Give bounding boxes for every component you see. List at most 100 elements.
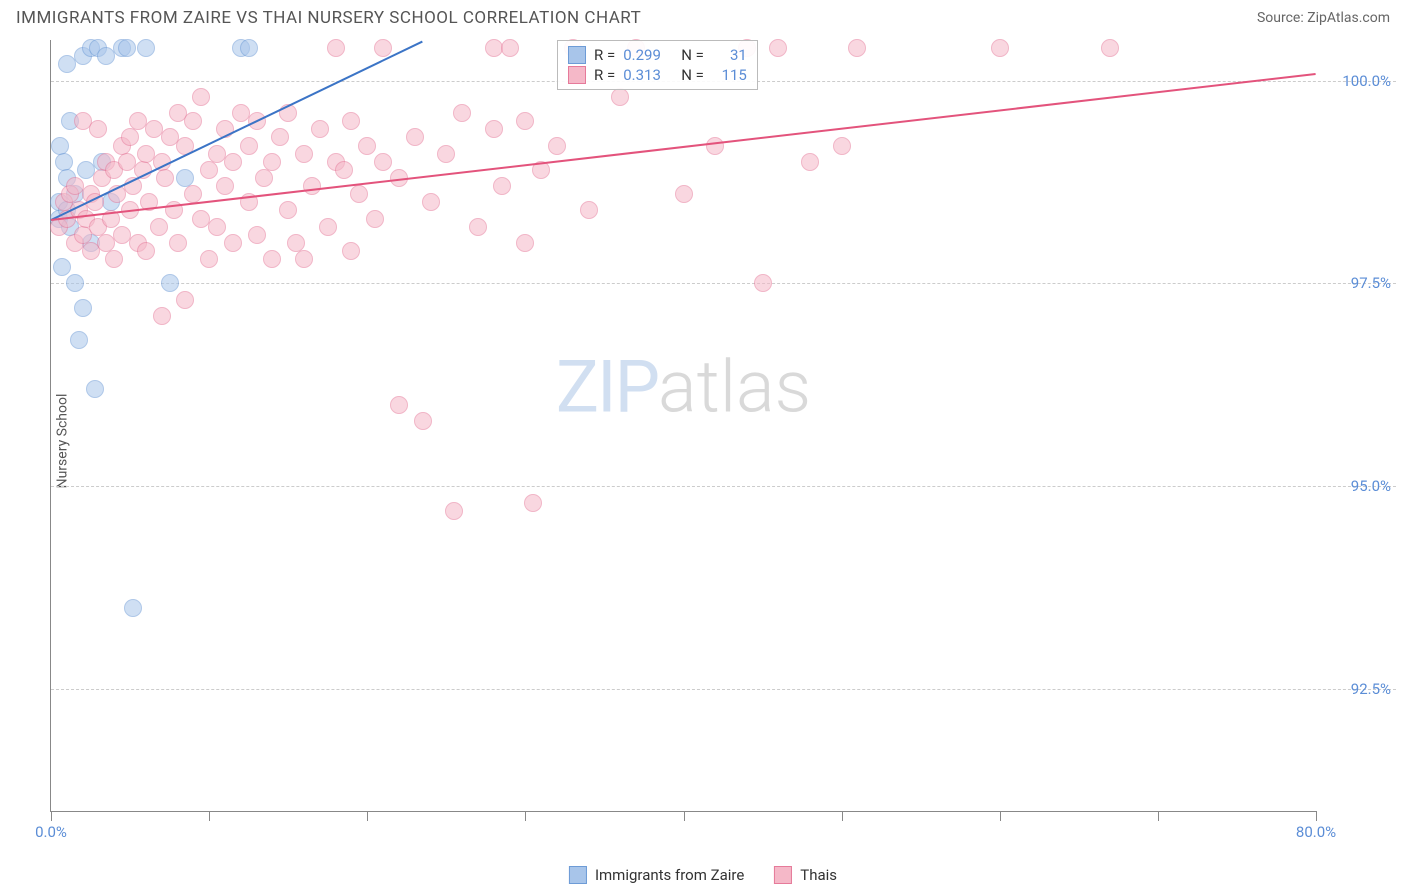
legend-n-label: N = <box>681 66 704 84</box>
scatter-point <box>350 185 368 203</box>
chart-title: IMMIGRANTS FROM ZAIRE VS THAI NURSERY SC… <box>16 8 641 28</box>
scatter-point <box>580 201 598 219</box>
scatter-point <box>311 120 329 138</box>
legend-r-label: R = <box>594 46 615 64</box>
scatter-point <box>263 250 281 268</box>
scatter-point <box>66 274 84 292</box>
bottom-legend-item: Thais <box>774 866 837 884</box>
scatter-point <box>848 39 866 57</box>
scatter-point <box>89 120 107 138</box>
legend-r-value: 0.313 <box>623 66 673 84</box>
scatter-point <box>801 153 819 171</box>
scatter-point <box>161 274 179 292</box>
scatter-point <box>153 307 171 325</box>
stats-legend-row: R = 0.299 N = 31 <box>568 45 747 65</box>
scatter-point <box>469 218 487 236</box>
y-tick-label: 100.0% <box>1342 72 1391 90</box>
scatter-point <box>611 88 629 106</box>
scatter-point <box>342 112 360 130</box>
scatter-point <box>754 274 772 292</box>
bottom-legend: Immigrants from Zaire Thais <box>569 866 837 884</box>
x-tick <box>1316 811 1317 821</box>
legend-n-label: N = <box>681 46 704 64</box>
scatter-point <box>156 169 174 187</box>
scatter-point <box>390 396 408 414</box>
scatter-point <box>51 137 69 155</box>
scatter-point <box>176 291 194 309</box>
gridline-h <box>51 486 1396 487</box>
scatter-point <box>192 88 210 106</box>
scatter-point <box>991 39 1009 57</box>
x-tick <box>367 811 368 821</box>
scatter-point <box>53 258 71 276</box>
plot-area: ZIPatlas 92.5%95.0%97.5%100.0%0.0%80.0%R… <box>50 40 1316 812</box>
gridline-h <box>51 283 1396 284</box>
chart-header: IMMIGRANTS FROM ZAIRE VS THAI NURSERY SC… <box>0 0 1406 32</box>
scatter-point <box>137 39 155 57</box>
scatter-point <box>675 185 693 203</box>
scatter-point <box>358 137 376 155</box>
scatter-point <box>55 153 73 171</box>
x-tick <box>1158 811 1159 821</box>
scatter-point <box>516 234 534 252</box>
scatter-point <box>137 242 155 260</box>
scatter-point <box>121 128 139 146</box>
x-tick-label: 0.0% <box>35 823 67 841</box>
legend-r-value: 0.299 <box>623 46 673 64</box>
scatter-point <box>769 39 787 57</box>
scatter-point <box>437 145 455 163</box>
scatter-point <box>374 153 392 171</box>
scatter-point <box>422 193 440 211</box>
scatter-point <box>118 39 136 57</box>
scatter-point <box>124 599 142 617</box>
legend-swatch <box>568 66 586 84</box>
scatter-point <box>366 210 384 228</box>
scatter-point <box>169 234 187 252</box>
legend-swatch <box>569 866 587 884</box>
legend-n-value: 31 <box>712 46 747 64</box>
scatter-point <box>453 104 471 122</box>
scatter-point <box>86 380 104 398</box>
watermark: ZIPatlas <box>556 344 811 429</box>
legend-swatch <box>774 866 792 884</box>
scatter-point <box>105 250 123 268</box>
scatter-point <box>493 177 511 195</box>
scatter-point <box>263 153 281 171</box>
scatter-point <box>327 39 345 57</box>
scatter-point <box>200 161 218 179</box>
scatter-point <box>501 39 519 57</box>
scatter-point <box>224 234 242 252</box>
scatter-point <box>485 120 503 138</box>
scatter-point <box>524 494 542 512</box>
x-tick <box>1000 811 1001 821</box>
x-tick <box>525 811 526 821</box>
y-tick-label: 97.5% <box>1351 274 1391 292</box>
scatter-point <box>240 39 258 57</box>
x-tick-label: 80.0% <box>1296 823 1336 841</box>
scatter-point <box>150 218 168 236</box>
bottom-legend-item: Immigrants from Zaire <box>569 866 744 884</box>
scatter-point <box>216 177 234 195</box>
scatter-point <box>1101 39 1119 57</box>
scatter-point <box>271 128 289 146</box>
scatter-point <box>295 250 313 268</box>
scatter-point <box>255 169 273 187</box>
scatter-point <box>295 145 313 163</box>
x-tick <box>684 811 685 821</box>
scatter-point <box>414 412 432 430</box>
legend-swatch <box>568 46 586 64</box>
x-tick <box>209 811 210 821</box>
scatter-point <box>374 39 392 57</box>
y-tick-label: 92.5% <box>1351 680 1391 698</box>
y-tick-label: 95.0% <box>1351 477 1391 495</box>
scatter-point <box>184 112 202 130</box>
scatter-point <box>240 137 258 155</box>
source-label: Source: ZipAtlas.com <box>1257 10 1390 26</box>
scatter-point <box>74 299 92 317</box>
stats-legend: R =0.299N =31R =0.313N =115 <box>557 40 758 90</box>
scatter-point <box>208 218 226 236</box>
scatter-point <box>335 161 353 179</box>
watermark-atlas: atlas <box>658 344 811 429</box>
scatter-point <box>548 137 566 155</box>
scatter-point <box>224 153 242 171</box>
